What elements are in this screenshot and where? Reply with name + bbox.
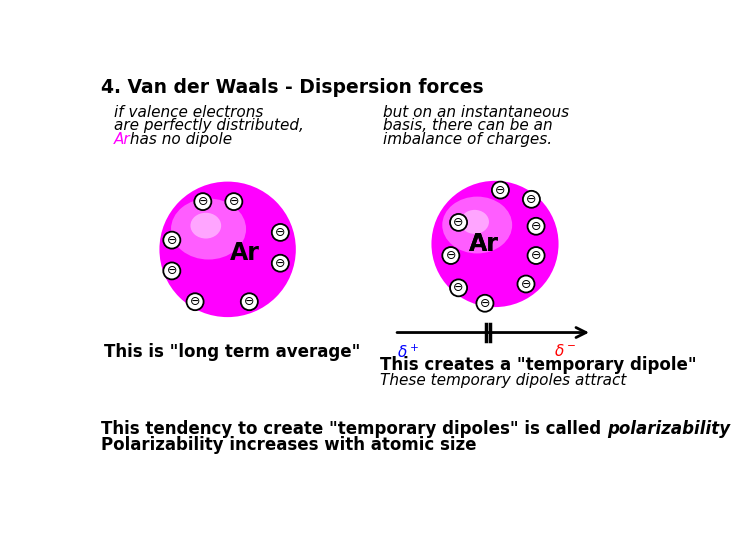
Circle shape <box>523 191 540 208</box>
Text: has no dipole: has no dipole <box>124 132 232 147</box>
Text: ⊖: ⊖ <box>480 297 490 310</box>
Ellipse shape <box>171 199 246 259</box>
Ellipse shape <box>442 196 512 253</box>
Text: Ar: Ar <box>113 132 130 147</box>
Circle shape <box>163 263 180 279</box>
Circle shape <box>492 182 509 199</box>
Text: These temporary dipoles attract: These temporary dipoles attract <box>381 372 626 387</box>
Circle shape <box>272 255 289 272</box>
Text: polarizability: polarizability <box>607 420 730 438</box>
Text: ⊖: ⊖ <box>244 295 255 308</box>
Text: ⊖: ⊖ <box>275 226 286 239</box>
Text: ⊖: ⊖ <box>526 193 537 206</box>
Text: $\delta^-$: $\delta^-$ <box>553 343 576 359</box>
Text: imbalance of charges.: imbalance of charges. <box>383 132 552 147</box>
Text: ⊖: ⊖ <box>166 264 177 278</box>
Circle shape <box>194 193 211 210</box>
Circle shape <box>241 293 258 310</box>
Text: ⊖: ⊖ <box>531 249 541 262</box>
Text: Ar: Ar <box>468 232 498 256</box>
Text: This tendency to create "temporary dipoles" is called: This tendency to create "temporary dipol… <box>102 420 607 438</box>
Text: Polarizability increases with atomic size: Polarizability increases with atomic siz… <box>102 436 477 455</box>
Circle shape <box>225 193 242 210</box>
Text: basis, there can be an: basis, there can be an <box>383 118 552 133</box>
Text: but on an instantaneous: but on an instantaneous <box>383 104 569 119</box>
Circle shape <box>186 293 204 310</box>
Text: ⊖: ⊖ <box>275 257 286 270</box>
Circle shape <box>163 232 180 249</box>
Circle shape <box>442 247 459 264</box>
Text: ⊖: ⊖ <box>531 220 541 233</box>
Text: ⊖: ⊖ <box>166 233 177 246</box>
Text: ⊖: ⊖ <box>197 195 208 208</box>
Text: 4. Van der Waals - Dispersion forces: 4. Van der Waals - Dispersion forces <box>102 79 484 97</box>
Text: This creates a "temporary dipole": This creates a "temporary dipole" <box>381 356 697 373</box>
Text: ⊖: ⊖ <box>495 183 506 196</box>
Circle shape <box>431 181 559 307</box>
Text: Ar: Ar <box>230 241 260 265</box>
Circle shape <box>160 182 296 317</box>
Circle shape <box>517 275 534 293</box>
Circle shape <box>272 224 289 241</box>
Text: if valence electrons: if valence electrons <box>113 104 263 119</box>
Text: Ar: Ar <box>468 232 498 256</box>
Ellipse shape <box>191 213 221 238</box>
Circle shape <box>476 295 493 312</box>
Text: ⊖: ⊖ <box>445 249 456 262</box>
Circle shape <box>450 214 467 231</box>
Text: ⊖: ⊖ <box>190 295 200 308</box>
Text: This is "long term average": This is "long term average" <box>104 343 360 362</box>
Text: ⊖: ⊖ <box>453 281 464 294</box>
Text: ⊖: ⊖ <box>521 278 531 291</box>
Circle shape <box>528 218 545 235</box>
Text: are perfectly distributed,: are perfectly distributed, <box>113 118 303 133</box>
Text: $\delta^+$: $\delta^+$ <box>397 343 420 360</box>
Text: ⊖: ⊖ <box>453 216 464 229</box>
Circle shape <box>450 279 467 296</box>
Ellipse shape <box>460 210 489 234</box>
Circle shape <box>528 247 545 264</box>
Text: ⊖: ⊖ <box>229 195 239 208</box>
